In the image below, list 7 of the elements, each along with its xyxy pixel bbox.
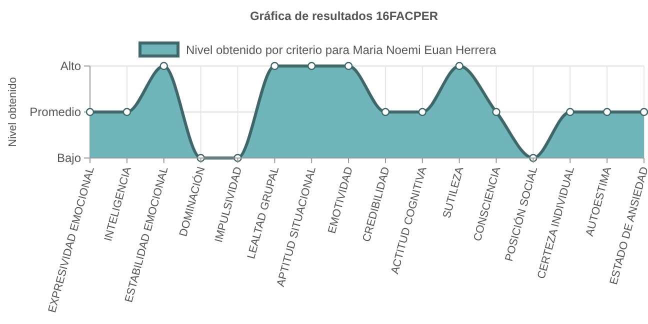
x-tick-label: LEALTAD GRUPAL — [245, 166, 282, 260]
legend-label: Nivel obtenido por criterio para Maria Noemi Euan Herrera — [186, 43, 496, 57]
text: Bajo — [56, 151, 82, 165]
text: Alto — [60, 59, 82, 73]
y-axis-title: Nivel obtenido — [7, 77, 19, 147]
text: Promedio — [30, 105, 82, 119]
chart-title: Gráfica de resultados 16FACPER — [250, 9, 438, 23]
